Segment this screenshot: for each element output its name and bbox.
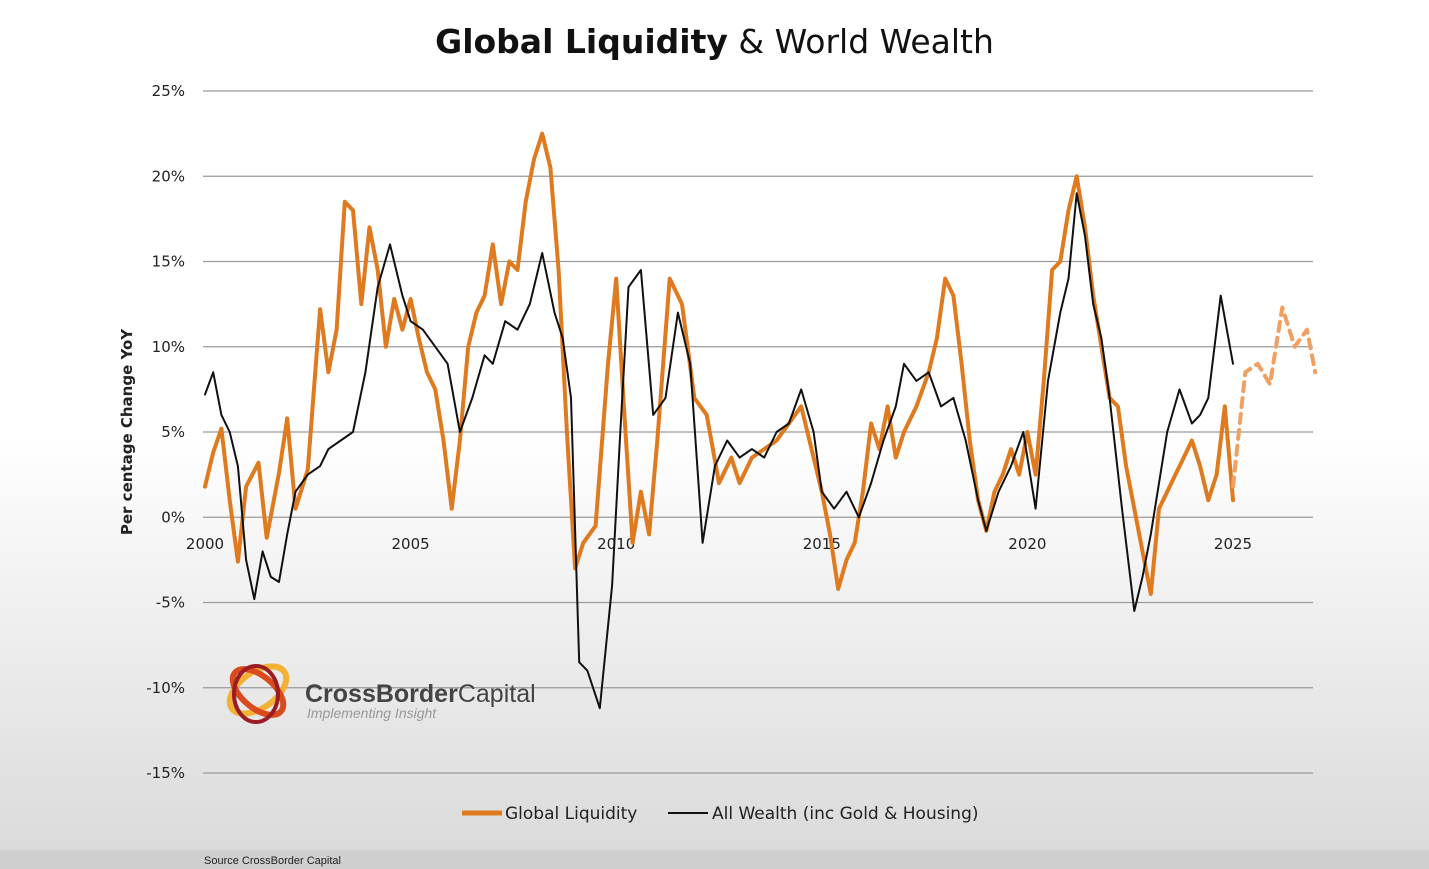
- y-tick-label: -15%: [146, 764, 185, 782]
- x-tick-label: 2010: [597, 535, 635, 553]
- y-axis-label: Per centage Change YoY: [118, 328, 136, 535]
- x-tick-label: 2020: [1008, 535, 1046, 553]
- logo-name-light: Capital: [458, 680, 536, 708]
- svg-text:CrossBorderCapital: CrossBorderCapital: [305, 680, 536, 708]
- logo-tagline: Implementing Insight: [307, 705, 437, 721]
- y-tick-label: 0%: [161, 508, 185, 526]
- legend: Global Liquidity All Wealth (inc Gold & …: [462, 804, 979, 824]
- y-axis-ticks: 25% 20% 15% 10% 5% 0% -5% -10% -15%: [146, 82, 185, 782]
- y-tick-label: -5%: [156, 594, 185, 612]
- chart-title-rest: & World Wealth: [727, 22, 994, 61]
- grid: [203, 90, 1313, 774]
- legend-label-global-liquidity: Global Liquidity: [505, 804, 637, 824]
- y-tick-label: 10%: [152, 338, 185, 356]
- y-tick-label: 25%: [152, 82, 185, 100]
- x-axis-ticks: 2000 2005 2010 2015 2020 2025: [186, 535, 1252, 553]
- y-tick-label: -10%: [146, 679, 185, 697]
- legend-label-all-wealth: All Wealth (inc Gold & Housing): [712, 804, 979, 824]
- source-note: Source CrossBorder Capital: [204, 855, 341, 867]
- chart-title-bold: Global Liquidity: [435, 22, 728, 61]
- series-all-wealth: [204, 192, 1234, 710]
- y-tick-label: 5%: [161, 423, 185, 441]
- logo-name-bold: CrossBorder: [305, 680, 458, 708]
- chart-title: Global Liquidity & World Wealth: [0, 22, 1429, 61]
- crossborder-logo: CrossBorderCapital Implementing Insight: [226, 663, 536, 724]
- x-tick-label: 2005: [392, 535, 430, 553]
- y-tick-label: 20%: [152, 167, 185, 185]
- logo-swirl-icon: [226, 663, 290, 724]
- x-tick-label: 2000: [186, 535, 224, 553]
- y-tick-label: 15%: [152, 253, 185, 271]
- series-layer: [203, 131, 1318, 710]
- x-tick-label: 2015: [803, 535, 841, 553]
- x-tick-label: 2025: [1214, 535, 1252, 553]
- footer-bar: [0, 850, 1429, 869]
- series-global-liquidity-forecast: [1231, 305, 1318, 489]
